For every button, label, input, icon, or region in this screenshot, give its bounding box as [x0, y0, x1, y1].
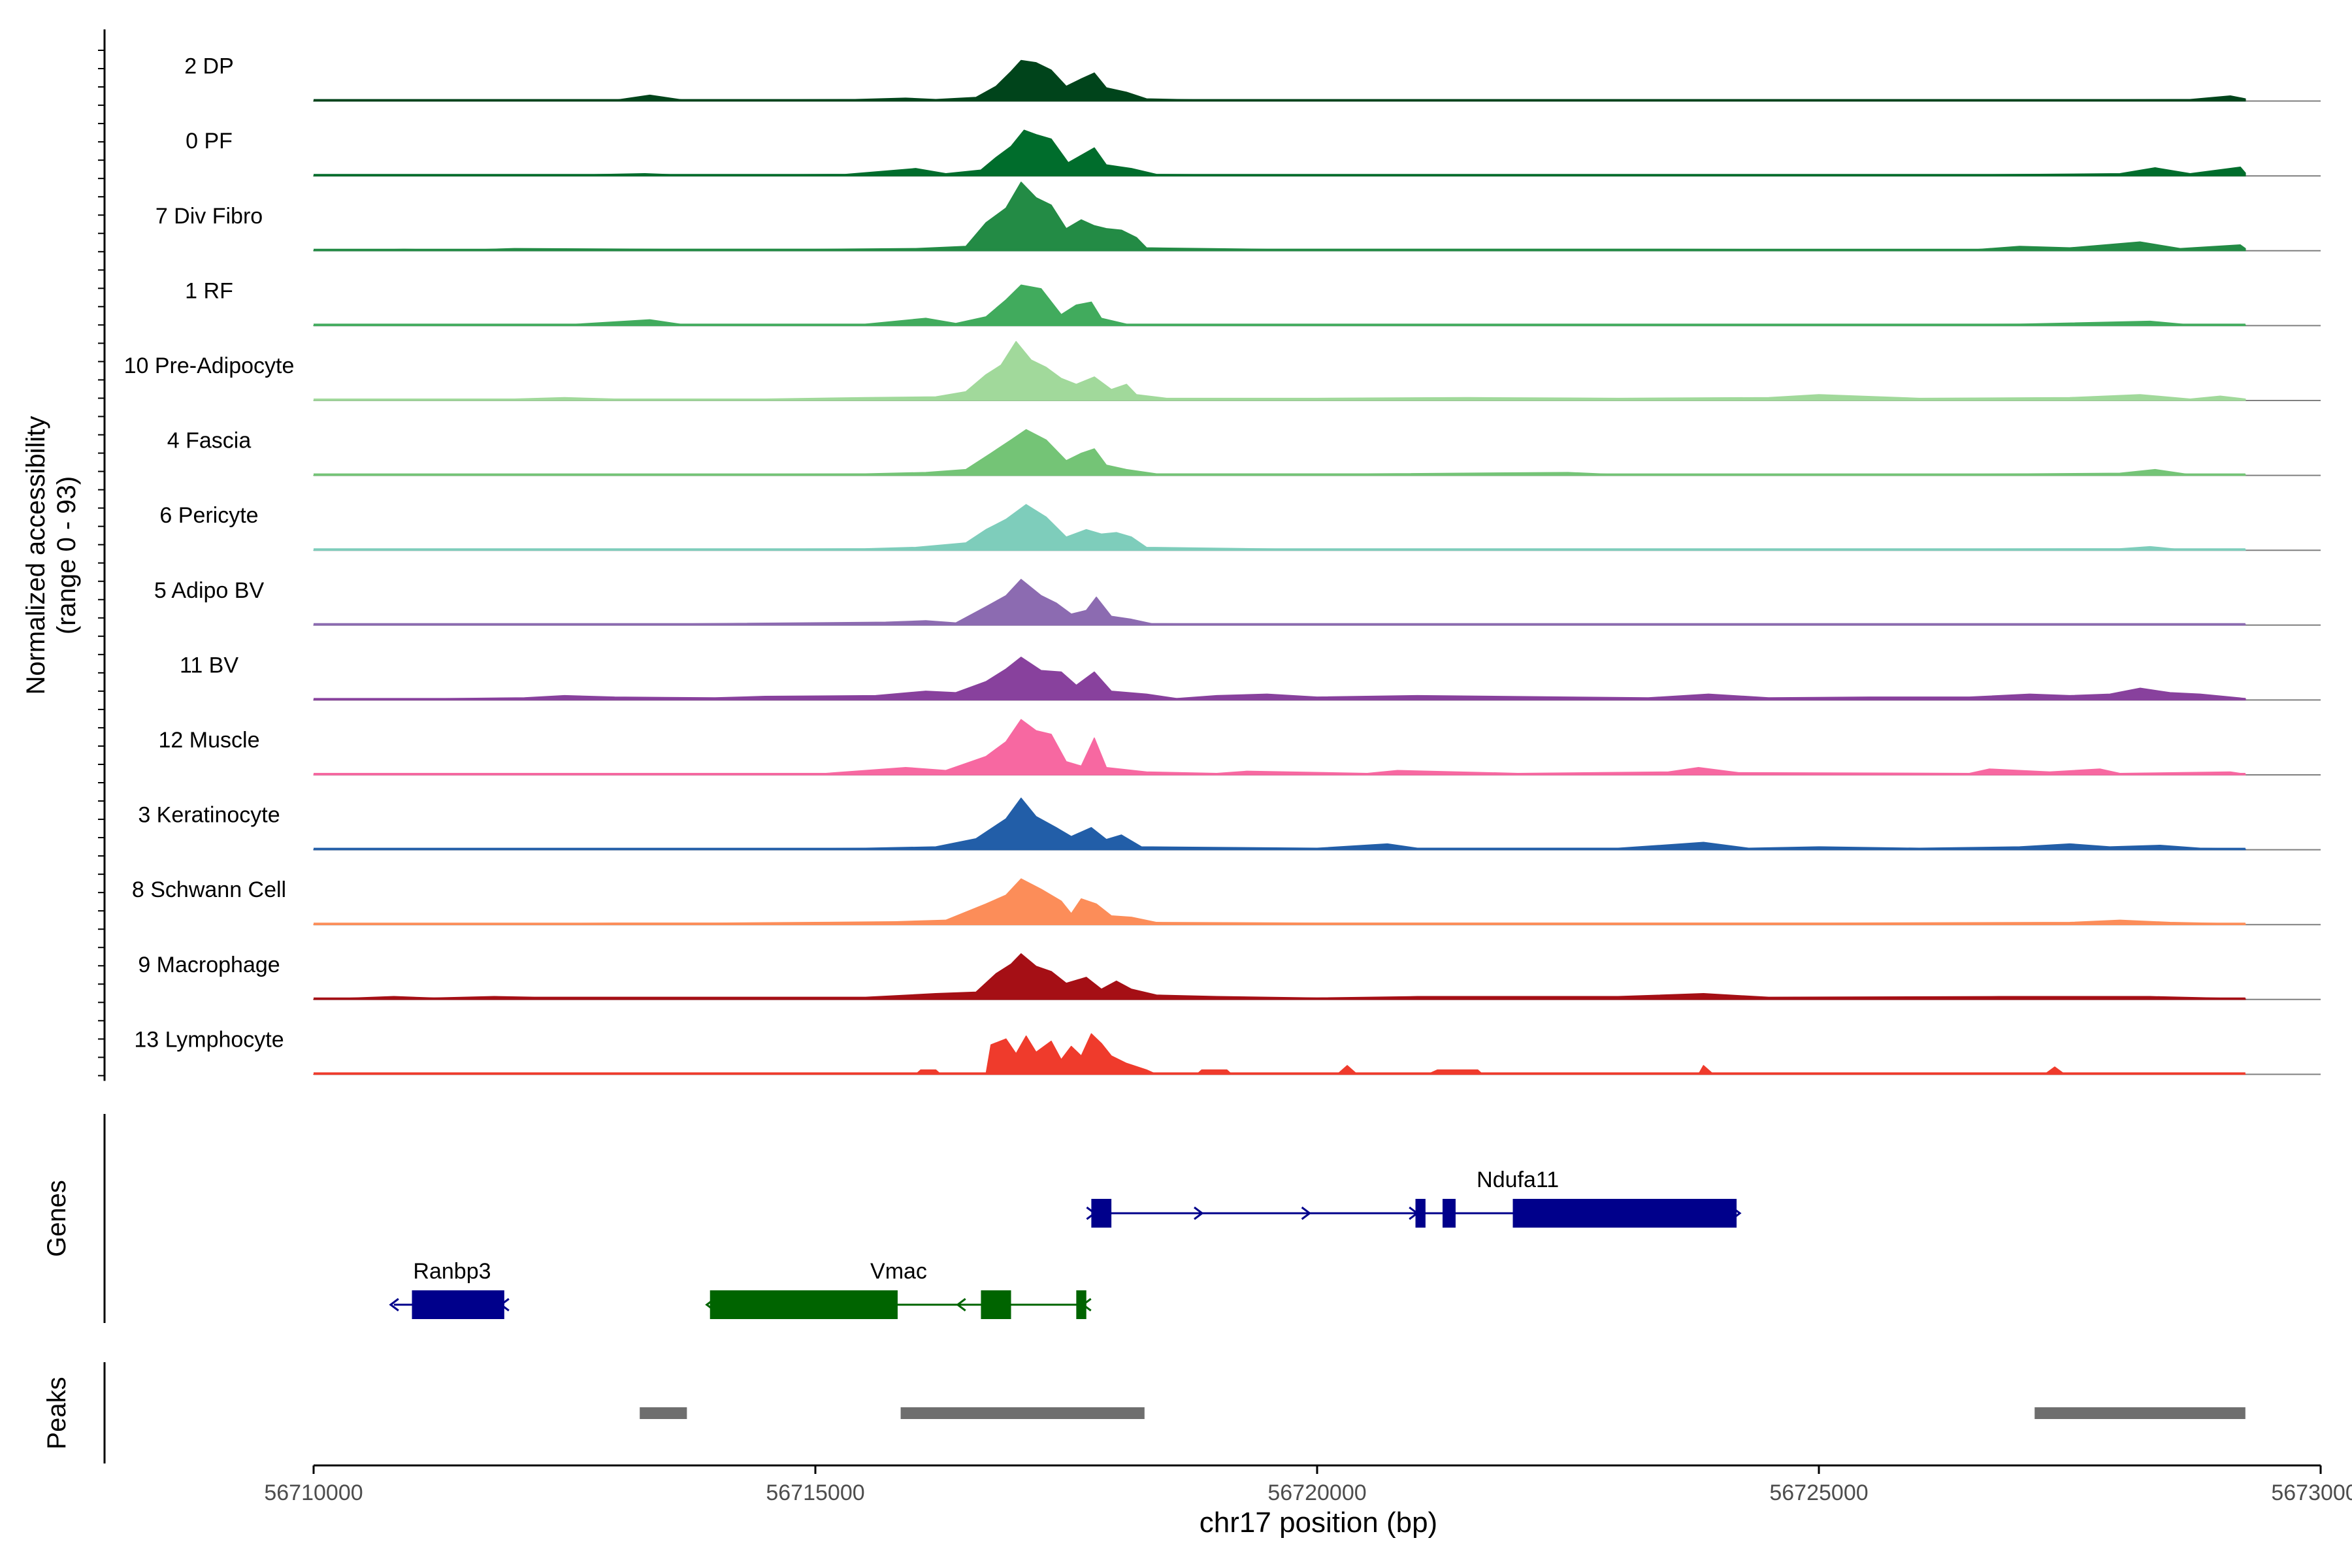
track-12: 8 Schwann Cell	[132, 877, 2321, 926]
track-area	[313, 953, 2246, 1000]
track-area	[313, 797, 2246, 851]
track-area	[313, 340, 2246, 401]
x-tick-label: 56715000	[766, 1480, 864, 1505]
track-3: 7 Div Fibro	[155, 182, 2321, 252]
x-axis: 56710000 56715000 56720000 56725000 56730000	[264, 1464, 2352, 1505]
track-2: 0 PF	[186, 129, 2321, 177]
track-11: 3 Keratinocyte	[138, 797, 2321, 851]
track-7: 6 Pericyte	[159, 503, 2321, 551]
track-9: 11 BV	[180, 653, 2321, 701]
peak-bar	[900, 1407, 1145, 1419]
track-label: 13 Lymphocyte	[134, 1027, 284, 1052]
x-tick-label: 56720000	[1267, 1480, 1366, 1505]
peaks-panel-label: Peaks	[42, 1377, 71, 1449]
gene-name-label: Vmac	[870, 1259, 927, 1284]
track-area	[313, 129, 2246, 176]
x-tick-label: 56730000	[2271, 1480, 2352, 1505]
peak-bar	[640, 1407, 687, 1419]
track-label: 1 RF	[185, 278, 233, 303]
track-label: 7 Div Fibro	[155, 204, 263, 229]
track-area	[313, 284, 2246, 327]
y-axis-label: Normalized accessibility	[22, 416, 50, 695]
strand-arrow-icon	[956, 1298, 966, 1312]
peak-bar	[2034, 1407, 2246, 1419]
gene-exon	[1415, 1199, 1426, 1228]
gene-exon	[710, 1290, 898, 1319]
x-tick-label: 56725000	[1769, 1480, 1868, 1505]
y-axis-range-label: (range 0 - 93)	[52, 476, 81, 634]
track-8: 5 Adipo BV	[154, 578, 2321, 626]
gene-exon	[1076, 1290, 1086, 1319]
gene-vmac: Vmac	[705, 1259, 1092, 1319]
coverage-tracks: 2 DP 0 PF 7 Div Fibro 1 RF 10 Pre-Adipocyte 4…	[124, 54, 2321, 1075]
track-10: 12 Muscle	[159, 719, 2321, 776]
track-area	[313, 182, 2246, 252]
track-area	[313, 657, 2246, 701]
gene-name-label: Ranbp3	[413, 1259, 491, 1284]
track-area	[313, 579, 2246, 626]
track-label: 9 Macrophage	[138, 953, 280, 977]
track-1: 2 DP	[184, 54, 2321, 102]
track-label: 0 PF	[186, 129, 233, 154]
peaks-panel	[103, 1362, 2246, 1463]
gene-exon	[1091, 1199, 1112, 1228]
strand-arrow-icon	[1301, 1206, 1312, 1220]
genes-panel-label: Genes	[42, 1180, 71, 1257]
track-area	[313, 878, 2246, 925]
track-label: 8 Schwann Cell	[132, 877, 286, 902]
track-4: 1 RF	[185, 278, 2321, 327]
track-5: 10 Pre-Adipocyte	[124, 340, 2321, 401]
track-14: 13 Lymphocyte	[134, 1027, 2321, 1075]
gene-exon	[981, 1290, 1011, 1319]
track-13: 9 Macrophage	[138, 953, 2321, 1000]
gene-ranbp3: Ranbp3	[389, 1259, 510, 1319]
strand-arrow-icon	[1194, 1206, 1204, 1220]
track-label: 2 DP	[184, 54, 234, 79]
strand-arrow-icon	[389, 1298, 399, 1312]
track-label: 12 Muscle	[159, 728, 260, 753]
genes-panel: Ndufa11 Ranbp3 Vmac	[103, 1114, 1742, 1323]
track-area	[313, 504, 2246, 551]
track-label: 5 Adipo BV	[154, 578, 265, 603]
gene-exon	[1443, 1199, 1456, 1228]
gene-name-label: Ndufa11	[1477, 1168, 1559, 1192]
gene-ndufa11: Ndufa11	[1086, 1168, 1742, 1228]
track-label: 3 Keratinocyte	[138, 803, 280, 828]
gene-exon	[1512, 1199, 1737, 1228]
track-label: 6 Pericyte	[159, 503, 258, 528]
track-label: 10 Pre-Adipocyte	[124, 353, 295, 378]
track-y-axis	[98, 29, 106, 1081]
x-tick-label: 56710000	[264, 1480, 363, 1505]
x-axis-label: chr17 position (bp)	[1200, 1507, 1437, 1539]
track-label: 4 Fascia	[167, 429, 252, 453]
gene-exon	[412, 1290, 504, 1319]
track-area	[313, 1033, 2246, 1075]
track-area	[313, 59, 2246, 102]
track-area	[313, 429, 2246, 476]
track-label: 11 BV	[180, 653, 238, 678]
track-6: 4 Fascia	[167, 429, 2321, 476]
track-area	[313, 719, 2246, 776]
